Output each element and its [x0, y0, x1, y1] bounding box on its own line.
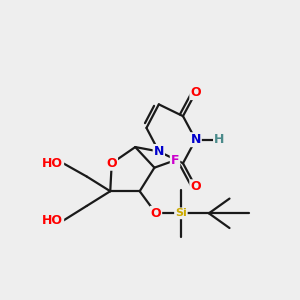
Text: N: N	[154, 145, 164, 158]
Text: O: O	[106, 157, 117, 170]
Text: Si: Si	[175, 208, 187, 218]
Text: O: O	[151, 207, 161, 220]
Text: O: O	[190, 86, 201, 99]
Text: HO: HO	[42, 157, 63, 170]
Text: O: O	[190, 180, 201, 193]
Text: H: H	[214, 133, 224, 146]
Text: N: N	[190, 133, 201, 146]
Text: HO: HO	[42, 214, 63, 227]
Text: F: F	[171, 154, 179, 167]
